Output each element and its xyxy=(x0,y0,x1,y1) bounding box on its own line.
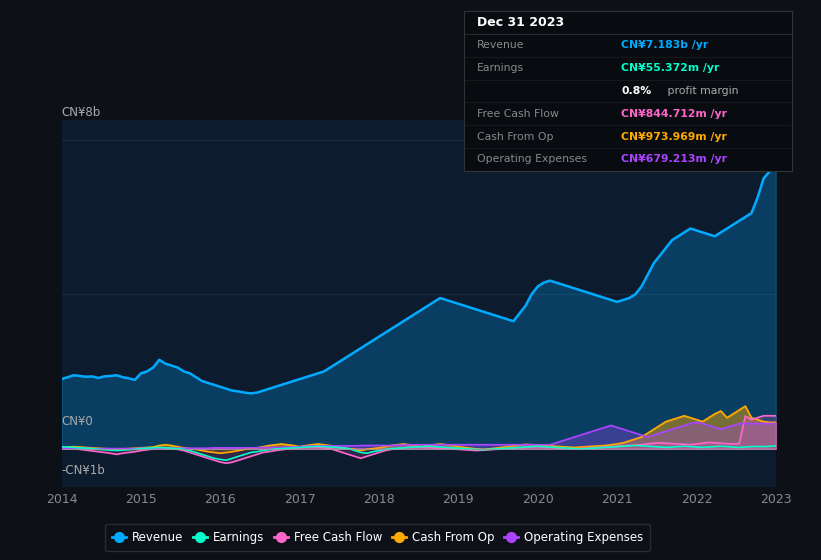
Text: CN¥973.969m /yr: CN¥973.969m /yr xyxy=(621,132,727,142)
Text: Earnings: Earnings xyxy=(477,63,524,73)
Text: Cash From Op: Cash From Op xyxy=(477,132,553,142)
Text: CN¥7.183b /yr: CN¥7.183b /yr xyxy=(621,40,709,50)
Text: CN¥55.372m /yr: CN¥55.372m /yr xyxy=(621,63,720,73)
Text: profit margin: profit margin xyxy=(664,86,739,96)
Text: 0.8%: 0.8% xyxy=(621,86,652,96)
Text: Revenue: Revenue xyxy=(477,40,525,50)
Text: CN¥8b: CN¥8b xyxy=(62,106,101,119)
Text: CN¥679.213m /yr: CN¥679.213m /yr xyxy=(621,155,727,165)
Text: Operating Expenses: Operating Expenses xyxy=(477,155,587,165)
Text: Free Cash Flow: Free Cash Flow xyxy=(477,109,559,119)
Text: -CN¥1b: -CN¥1b xyxy=(62,464,105,477)
Legend: Revenue, Earnings, Free Cash Flow, Cash From Op, Operating Expenses: Revenue, Earnings, Free Cash Flow, Cash … xyxy=(105,524,650,551)
Text: Dec 31 2023: Dec 31 2023 xyxy=(477,16,564,29)
Text: CN¥844.712m /yr: CN¥844.712m /yr xyxy=(621,109,727,119)
Text: CN¥0: CN¥0 xyxy=(62,415,94,428)
